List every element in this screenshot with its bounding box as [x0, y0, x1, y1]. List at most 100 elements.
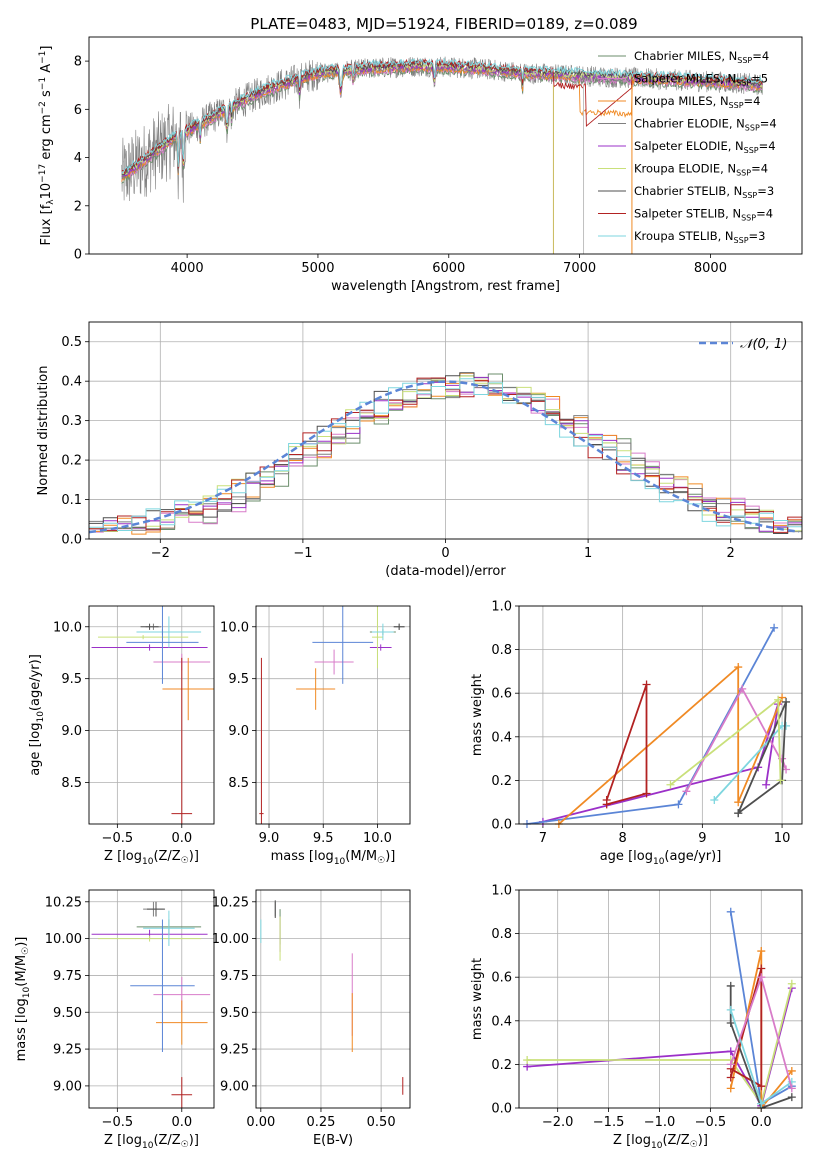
axes-frame [88, 889, 215, 1109]
x-axis-label: Z [log10(Z/Z☉)] [104, 849, 199, 867]
mass-weight-point [726, 1073, 735, 1082]
legend-label: Salpeter STELIB, NSSP=4 [634, 207, 773, 223]
y-tick-label: 0.0 [61, 533, 82, 548]
legend-label: Kroupa STELIB, NSSP=3 [634, 229, 765, 245]
mass-weight-point [734, 798, 743, 807]
x-axis-label: Z [log10(Z/Z☉)] [104, 1133, 199, 1151]
mass-weight-series-line [685, 686, 787, 792]
y-axis-label: mass [log10(M/M☉)] [14, 937, 32, 1062]
mass-weight-series-line [729, 985, 793, 1108]
mass-weight-point [523, 1056, 532, 1065]
x-tick-label: −2 [151, 546, 170, 561]
y-axis-label: Normed distribution [36, 366, 51, 496]
spectrum-panel: 4000 5000 6000 7000 8000 0 2 4 6 8 wavelength [Ang… [38, 36, 803, 294]
y-tick-label: 10.25 [212, 895, 249, 910]
mass-weight-point [782, 697, 791, 706]
mass-weight-point [642, 680, 651, 689]
mass-weight-point [726, 981, 735, 990]
y-axis-label: mass weight [470, 958, 485, 1040]
axes-frame [88, 321, 803, 540]
x-axis-label: age [log10(age/yr)] [600, 849, 722, 867]
mass-weight-point [726, 1084, 735, 1093]
mass-weight-point [666, 780, 675, 789]
y-tick-label: 0.3 [61, 414, 82, 429]
x-axis-label: E(B-V) [313, 1133, 353, 1148]
x-tick-label: 6000 [432, 261, 465, 276]
residual-histogram-step [89, 378, 802, 534]
y-tick-label: 0.4 [491, 1014, 512, 1029]
age-vs-mass-panel: 9.0 9.5 10.0 8.5 9.0 9.5 10.0 mass [log10(M/M☉)… [220, 605, 411, 867]
y-tick-label: 9.25 [53, 1043, 82, 1058]
massweight-vs-metallicity-panel: −2.0 −1.5 −1.0 −0.5 0.0 0.0 0.2 0.4 0.6 0.8 1.0 Z [… [470, 884, 803, 1151]
mass-vs-metallicity-panel: −0.5 0.0 9.00 9.25 9.50 9.75 10.00 10.25 Z [log1… [14, 889, 215, 1151]
y-tick-label: 2 [74, 199, 82, 214]
x-tick-label: 5000 [301, 261, 334, 276]
x-tick-label: 0.00 [246, 1115, 275, 1130]
y-tick-label: 1.0 [491, 600, 512, 615]
y-tick-label: 9.5 [228, 672, 249, 687]
mass-weight-series-line [605, 684, 648, 806]
x-tick-label: 0.0 [171, 831, 192, 846]
massweight-vs-age-panel: 7 8 9 10 0.0 0.2 0.4 0.6 0.8 1.0 age [log10(age/yr… [470, 600, 803, 867]
mass-weight-point [757, 1099, 766, 1108]
x-tick-label: −0.5 [102, 1115, 134, 1130]
mass-weight-series-line [558, 665, 783, 824]
mass-weight-point [726, 1060, 735, 1069]
y-axis-label: Flux [fλ10−17 erg cm−2 s−1 A−1] [38, 46, 56, 246]
y-tick-label: 8.5 [61, 776, 82, 791]
x-tick-label: 8 [618, 831, 626, 846]
y-tick-label: 8 [74, 55, 82, 70]
legend-label: Salpeter ELODIE, NSSP=4 [634, 139, 776, 155]
x-tick-label: 7 [539, 831, 547, 846]
y-tick-label: 0.5 [61, 335, 82, 350]
mass-weight-point [787, 979, 796, 988]
y-tick-label: 0.8 [491, 643, 512, 658]
y-tick-label: 0.4 [61, 375, 82, 390]
mass-weight-point [774, 695, 783, 704]
y-tick-label: 0.2 [61, 454, 82, 469]
x-tick-label: 9.0 [259, 831, 280, 846]
mass-weight-series-line [527, 983, 793, 1106]
y-tick-label: 9.75 [53, 969, 82, 984]
mass-weight-point [710, 796, 719, 805]
x-tick-label: −0.5 [102, 831, 134, 846]
x-tick-label: −1 [293, 546, 312, 561]
y-tick-label: 6 [74, 103, 82, 118]
mass-weight-point [642, 789, 651, 798]
mass-weight-point [782, 721, 791, 730]
y-tick-label: 10.00 [45, 932, 82, 947]
legend-label: 𝒩(0, 1) [740, 337, 787, 352]
y-tick-label: 0.0 [491, 1102, 512, 1117]
y-tick-label: 1.0 [491, 884, 512, 899]
x-tick-label: 0.0 [751, 1115, 772, 1130]
figure-title: PLATE=0483, MJD=51924, FIBERID=0189, z=0… [250, 15, 637, 33]
x-tick-label: 7000 [563, 261, 596, 276]
mass-weight-point [726, 1018, 735, 1027]
legend-label: Chabrier STELIB, NSSP=3 [634, 184, 774, 200]
mass-vs-ebv-panel: 0.00 0.25 0.50 9.00 9.25 9.50 9.75 10.00 10.25 E(… [212, 889, 411, 1148]
axes-frame [518, 889, 803, 1109]
x-tick-label: −1.5 [593, 1115, 625, 1130]
y-tick-label: 9.50 [53, 1006, 82, 1021]
mass-weight-point [776, 776, 785, 785]
mass-weight-point [757, 964, 766, 973]
axes-frame [88, 605, 215, 825]
mass-weight-point [734, 663, 743, 672]
age-vs-metallicity-panel: −0.5 0.0 8.5 9.0 9.5 10.0 Z [log10(Z/Z☉)] age [… [28, 605, 215, 867]
mass-weight-point [738, 684, 747, 693]
y-tick-label: 0.2 [491, 1058, 512, 1073]
x-axis-label: mass [log10(M/M☉)] [271, 849, 396, 867]
residual-histogram-step [89, 377, 802, 534]
x-tick-label: −2.0 [542, 1115, 574, 1130]
x-tick-label: 2 [727, 546, 735, 561]
y-tick-label: 4 [74, 151, 82, 166]
y-tick-label: 10.25 [45, 895, 82, 910]
mass-weight-point [757, 947, 766, 956]
y-tick-label: 10.00 [212, 932, 249, 947]
y-tick-label: 0 [74, 248, 82, 263]
x-tick-label: 0.25 [306, 1115, 335, 1130]
y-tick-label: 10.0 [220, 620, 249, 635]
y-tick-label: 0.6 [491, 687, 512, 702]
legend-label: Salpeter MILES, NSSP=5 [634, 72, 768, 88]
